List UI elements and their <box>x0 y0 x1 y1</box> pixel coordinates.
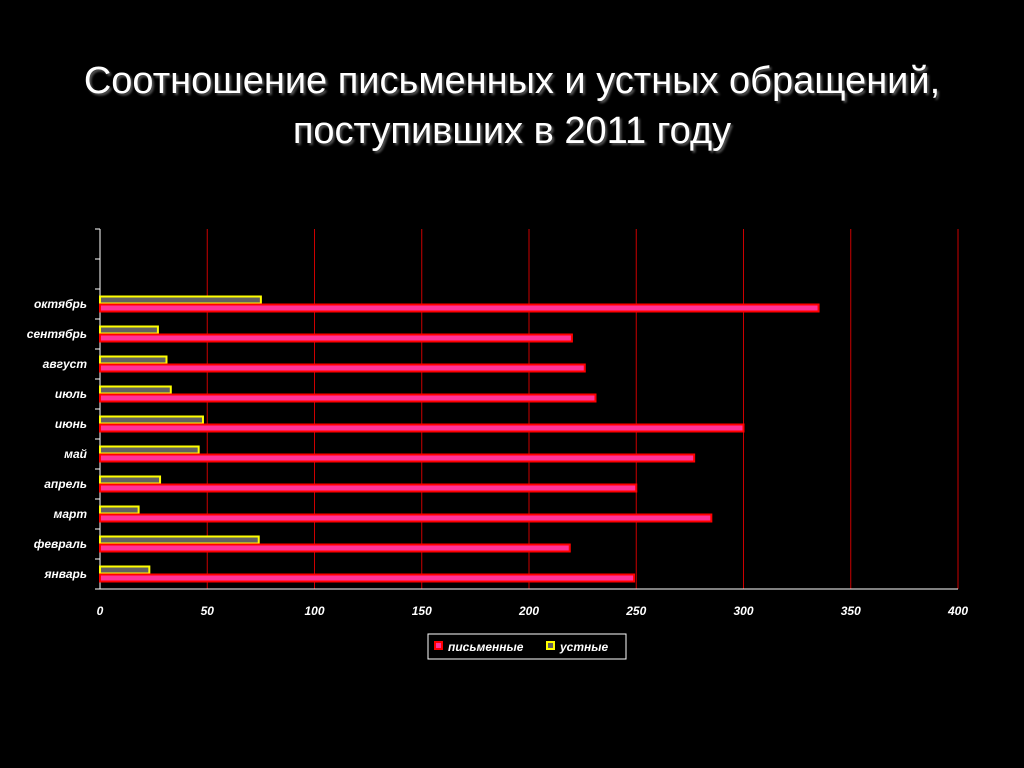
bar-ustnye <box>99 355 168 365</box>
legend-swatch-pismennye <box>434 641 443 650</box>
bar-pismennye <box>99 303 820 313</box>
bar-pismennye <box>99 393 597 403</box>
x-tick-label: 50 <box>201 604 215 618</box>
bar-ustnye <box>99 295 262 305</box>
chart-title: Соотношение письменных и устных обращени… <box>0 56 1024 156</box>
category-label: октябрь <box>34 297 87 311</box>
bar-pismennye <box>99 513 713 523</box>
bar-pismennye <box>99 483 638 493</box>
bar-ustnye <box>99 325 159 335</box>
title-line-1: Соотношение письменных и устных обращени… <box>83 60 941 102</box>
x-tick-label: 400 <box>947 604 968 618</box>
axes <box>95 228 958 590</box>
x-tick-label: 300 <box>733 604 753 618</box>
legend: письменные устные <box>427 633 627 660</box>
bar-ustnye <box>99 445 200 455</box>
category-label: апрель <box>44 477 87 491</box>
category-label: июль <box>55 387 87 401</box>
legend-box <box>427 633 627 660</box>
category-label: сентябрь <box>27 327 87 341</box>
x-tick-label: 350 <box>841 604 861 618</box>
category-label: январь <box>43 567 87 581</box>
tick-labels: 0 50 100 150 200 250 300 350 400 <box>97 604 969 618</box>
bar-pismennye <box>99 333 573 343</box>
x-tick-label: 100 <box>304 604 324 618</box>
bars <box>99 295 820 583</box>
bar-ustnye <box>99 565 151 575</box>
bar-ustnye <box>99 535 260 545</box>
bar-pismennye <box>99 543 571 553</box>
legend-label-pismennye: письменные <box>448 640 524 654</box>
x-tick-label: 0 <box>97 604 104 618</box>
category-label: май <box>64 447 88 461</box>
category-labels: январь февраль март апрель май июнь июль август… <box>27 297 88 581</box>
legend-swatch-ustnye <box>546 641 555 650</box>
bar-pismennye <box>99 423 745 433</box>
bar-pismennye <box>99 573 636 583</box>
category-label: июнь <box>55 417 87 431</box>
category-label: август <box>43 357 88 371</box>
category-label: февраль <box>34 537 87 551</box>
bar-pismennye <box>99 453 696 463</box>
category-label: март <box>53 507 87 521</box>
x-tick-label: 200 <box>518 604 539 618</box>
bar-ustnye <box>99 415 204 425</box>
bar-ustnye <box>99 475 162 485</box>
x-tick-label: 250 <box>625 604 646 618</box>
gridlines <box>206 229 959 589</box>
title-line-2: поступивших в 2011 году <box>292 110 732 152</box>
bar-ustnye <box>99 505 140 515</box>
bar-pismennye <box>99 363 586 373</box>
bar-ustnye <box>99 385 172 395</box>
legend-label-ustnye: устные <box>559 640 609 654</box>
x-tick-label: 150 <box>412 604 432 618</box>
